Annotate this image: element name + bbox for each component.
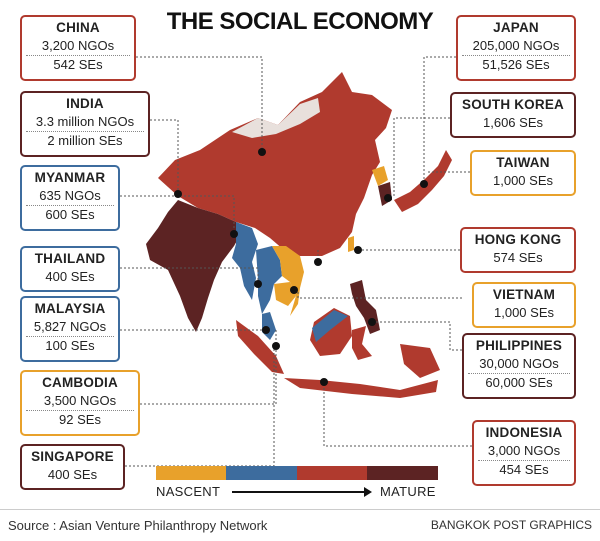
map-title: THE SOCIAL ECONOMY — [166, 8, 434, 35]
legend-high-label: MATURE — [380, 484, 436, 499]
legend-seg-growing — [297, 466, 367, 480]
region-south-korea — [378, 182, 392, 206]
region-cambodia — [274, 282, 296, 306]
maturity-legend-bar — [156, 466, 438, 480]
region-taiwan — [348, 236, 354, 252]
label-china: CHINA 3,200 NGOs 542 SEs — [20, 15, 136, 81]
region-java — [284, 378, 438, 398]
legend-arrow-icon — [232, 487, 372, 497]
label-taiwan: TAIWAN 1,000 SEs — [470, 150, 576, 196]
region-china — [158, 72, 392, 256]
region-india — [146, 200, 242, 332]
region-vietnam — [272, 246, 304, 316]
source-text: Source : Asian Venture Philanthropy Netw… — [8, 518, 268, 533]
region-philippines — [350, 280, 380, 334]
label-malaysia: MALAYSIA 5,827 NGOs 100 SEs — [20, 296, 120, 362]
legend-seg-nascent — [156, 466, 226, 480]
label-south-korea: SOUTH KOREA 1,606 SEs — [450, 92, 576, 138]
region-korea-north — [372, 166, 388, 186]
label-philippines: PHILIPPINES 30,000 NGOs 60,000 SEs — [462, 333, 576, 399]
legend-seg-early — [226, 466, 297, 480]
label-singapore: SINGAPORE 400 SEs — [20, 444, 125, 490]
credit-text: BANGKOK POST GRAPHICS — [430, 518, 592, 532]
footer-divider — [0, 509, 600, 510]
label-vietnam: VIETNAM 1,000 SEs — [472, 282, 576, 328]
label-india: INDIA 3.3 million NGOs 2 million SEs — [20, 91, 150, 157]
legend-seg-mature — [367, 466, 438, 480]
label-thailand: THAILAND 400 SEs — [20, 246, 120, 292]
region-thailand — [256, 246, 282, 314]
legend-low-label: NASCENT — [156, 484, 221, 499]
region-malaysia-borneo — [312, 310, 348, 342]
label-myanmar: MYANMAR 635 NGOs 600 SEs — [20, 165, 120, 231]
label-cambodia: CAMBODIA 3,500 NGOs 92 SEs — [20, 370, 140, 436]
label-japan: JAPAN 205,000 NGOs 51,526 SEs — [456, 15, 576, 81]
label-indonesia: INDONESIA 3,000 NGOs 454 SEs — [472, 420, 576, 486]
region-myanmar — [232, 222, 258, 300]
region-malaysia — [262, 312, 276, 340]
label-hong-kong: HONG KONG 574 SEs — [460, 227, 576, 273]
region-sumatra — [236, 320, 284, 374]
